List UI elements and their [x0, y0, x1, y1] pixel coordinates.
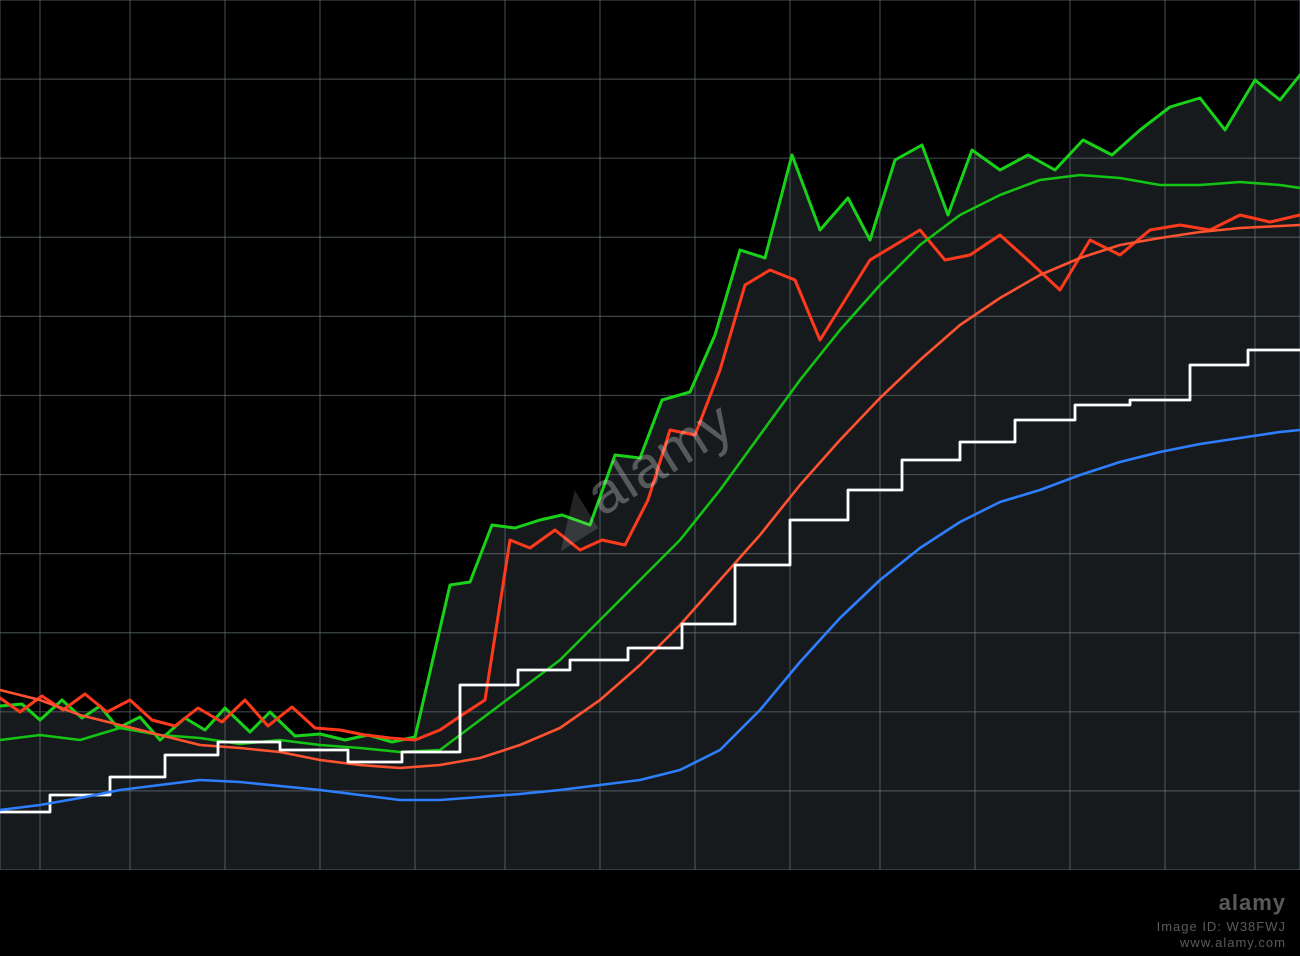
stock-line-chart: ◢alamy alamy Image ID: W38FWJ www.alamy.…: [0, 0, 1300, 956]
chart-canvas: [0, 0, 1300, 956]
